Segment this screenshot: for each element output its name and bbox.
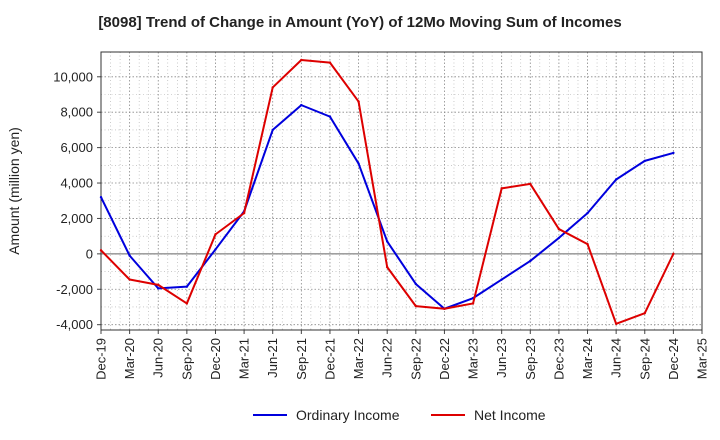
- legend-label: Ordinary Income: [296, 407, 400, 423]
- data-point: [242, 211, 246, 215]
- data-point: [385, 265, 389, 269]
- x-tick-label: Sep-24: [637, 338, 652, 380]
- x-tick-label: Jun-20: [151, 338, 166, 378]
- x-tick-label: Mar-22: [351, 338, 366, 379]
- data-point: [185, 302, 189, 305]
- data-point: [99, 249, 103, 252]
- data-point: [672, 252, 675, 256]
- data-point: [357, 100, 360, 103]
- x-tick-label: Jun-22: [380, 338, 395, 378]
- x-tick-label: Sep-23: [523, 338, 538, 380]
- data-point: [328, 115, 332, 118]
- x-tick-label: Jun-23: [494, 338, 509, 378]
- data-point: [614, 178, 618, 181]
- y-tick-label: -2,000: [56, 282, 93, 297]
- x-tick-label: Mar-21: [237, 338, 252, 379]
- x-tick-label: Dec-20: [208, 338, 223, 380]
- data-point: [128, 278, 131, 281]
- x-tick-label: Dec-22: [437, 338, 452, 380]
- x-tick-label: Mar-20: [122, 338, 137, 379]
- data-point: [157, 287, 160, 290]
- data-point: [271, 128, 274, 132]
- data-point: [214, 248, 217, 251]
- x-tick-label: Mar-24: [580, 338, 595, 379]
- data-point: [128, 254, 131, 257]
- data-point: [614, 322, 618, 325]
- data-point: [586, 242, 589, 246]
- y-tick-label: 2,000: [60, 211, 93, 226]
- data-point: [672, 151, 675, 155]
- data-point: [557, 236, 561, 240]
- x-tick-label: Jun-21: [265, 338, 280, 378]
- data-point: [157, 283, 160, 287]
- x-tick-label: Dec-19: [94, 338, 109, 380]
- y-tick-label: 8,000: [60, 105, 93, 120]
- y-tick-label: 10,000: [53, 69, 93, 84]
- x-tick-label: Sep-20: [179, 338, 194, 380]
- data-point: [586, 211, 589, 215]
- data-point: [385, 240, 389, 243]
- data-point: [414, 282, 418, 286]
- data-point: [99, 196, 103, 199]
- x-tick-label: Sep-21: [294, 338, 309, 380]
- y-tick-label: 6,000: [60, 140, 93, 155]
- x-tick-label: Dec-24: [666, 338, 681, 380]
- data-point: [643, 159, 646, 163]
- x-tick-label: Sep-22: [408, 338, 423, 380]
- data-point: [500, 187, 503, 190]
- x-tick-label: Mar-23: [466, 338, 481, 379]
- data-point: [214, 233, 217, 236]
- data-point: [271, 86, 274, 89]
- data-point: [185, 285, 189, 288]
- y-tick-label: 4,000: [60, 176, 93, 191]
- plot-frame: [100, 51, 703, 331]
- x-tick-label: Dec-21: [322, 338, 337, 380]
- data-point: [328, 61, 332, 64]
- data-point: [500, 278, 503, 281]
- x-tick-label: Jun-24: [609, 338, 624, 378]
- data-point: [443, 307, 446, 310]
- chart-title: [8098] Trend of Change in Amount (YoY) o…: [98, 14, 622, 31]
- data-point: [357, 162, 360, 165]
- data-point: [414, 304, 418, 308]
- y-axis-title: Amount (million yen): [6, 127, 22, 255]
- y-tick-label: 0: [86, 246, 93, 261]
- x-tick-label: Mar-25: [695, 338, 710, 379]
- x-tick-label: Dec-23: [551, 338, 566, 380]
- data-point: [529, 259, 532, 263]
- data-point: [557, 227, 561, 231]
- data-point: [300, 103, 303, 107]
- data-point: [471, 302, 475, 305]
- y-tick-label: -4,000: [56, 317, 93, 332]
- data-point: [529, 182, 532, 186]
- data-point: [643, 311, 646, 315]
- data-point: [300, 58, 303, 62]
- legend-label: Net Income: [474, 407, 546, 423]
